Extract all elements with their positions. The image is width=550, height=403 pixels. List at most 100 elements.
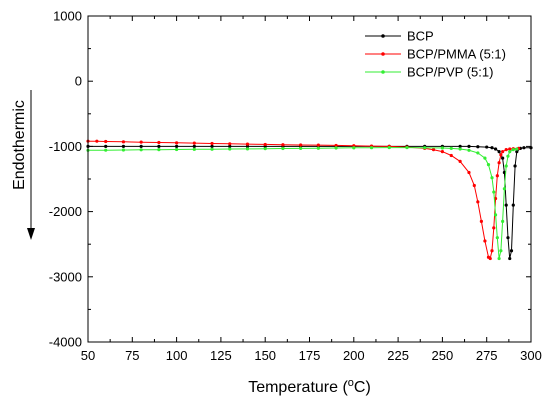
x-tick-labels: 50 75 100 125 150 175 200 225 250 275 300 bbox=[81, 348, 542, 363]
series-1-point bbox=[139, 140, 143, 144]
legend-label-1: BCP/PMMA (5:1) bbox=[407, 47, 506, 62]
series-0-point bbox=[104, 144, 108, 148]
series-1-point bbox=[501, 150, 505, 154]
series-2-point bbox=[352, 146, 356, 150]
x-axis-title-main: Temperature ( bbox=[248, 379, 348, 396]
series-1-point bbox=[495, 174, 499, 178]
x-tick-label: 250 bbox=[432, 348, 454, 363]
series-1-point bbox=[490, 249, 494, 253]
x-tick-label: 150 bbox=[254, 348, 276, 363]
series-2-point bbox=[405, 145, 409, 150]
series-0-point bbox=[490, 146, 494, 150]
series-0-point bbox=[157, 144, 161, 148]
series-1-point bbox=[476, 200, 480, 204]
series-2-point bbox=[483, 156, 487, 160]
series-2-point bbox=[316, 146, 320, 150]
series-1-point bbox=[228, 142, 232, 146]
series-2-point bbox=[511, 148, 515, 152]
series-0-point bbox=[485, 145, 489, 149]
series-1-point bbox=[334, 143, 338, 148]
series-1-point bbox=[440, 150, 444, 154]
series-0-point bbox=[228, 144, 232, 148]
series-0-point bbox=[504, 203, 508, 207]
series-2-point bbox=[334, 146, 338, 150]
x-tick-label: 300 bbox=[520, 348, 542, 363]
series-1-point bbox=[472, 183, 476, 188]
series-1-point bbox=[499, 153, 503, 157]
x-tick-label: 50 bbox=[81, 348, 95, 363]
legend-marker-0 bbox=[381, 34, 385, 38]
series-1-point bbox=[449, 153, 453, 158]
series-2-point bbox=[121, 148, 126, 152]
series-2-point bbox=[504, 164, 508, 168]
series-0-point bbox=[493, 147, 498, 151]
series-0-point bbox=[175, 144, 179, 148]
series-0-point bbox=[476, 145, 480, 149]
series-line-0 bbox=[88, 145, 531, 259]
series-2-point bbox=[263, 147, 267, 151]
series-1-point bbox=[192, 141, 196, 145]
series-1-point bbox=[95, 139, 99, 143]
y-axis-title: Endothermic bbox=[11, 100, 28, 190]
x-tick-label: 175 bbox=[299, 348, 321, 363]
x-tick-label: 200 bbox=[343, 348, 365, 363]
series-1-point bbox=[157, 140, 161, 145]
series-2-point bbox=[515, 147, 519, 151]
x-axis-title: Temperature (oC) bbox=[248, 377, 371, 396]
series-0-point bbox=[515, 150, 519, 154]
series-1-point bbox=[121, 140, 126, 144]
series-2-point bbox=[490, 176, 494, 180]
arrow-head bbox=[27, 228, 35, 240]
series-2-point bbox=[502, 187, 507, 191]
series-0-point bbox=[467, 144, 471, 148]
series-2-point bbox=[423, 146, 427, 150]
legend-marker-1 bbox=[381, 52, 385, 56]
series-2-point bbox=[192, 147, 196, 151]
series-0-point bbox=[511, 203, 515, 207]
series-0-point bbox=[139, 144, 143, 148]
series-1-point bbox=[104, 139, 108, 144]
series-1-point bbox=[299, 143, 303, 147]
series-0-point bbox=[501, 156, 505, 160]
series-2-point bbox=[501, 219, 505, 223]
series-1-point bbox=[479, 219, 483, 223]
y-tick-labels: -4000 -3000 -2000 -1000 0 1000 bbox=[49, 9, 82, 350]
series-line-2 bbox=[87, 147, 517, 259]
series-0-point bbox=[497, 150, 501, 154]
series-2-point bbox=[449, 146, 453, 150]
y-tick-label: -3000 bbox=[49, 269, 82, 284]
series-2-point bbox=[508, 150, 512, 154]
x-tick-label: 100 bbox=[166, 348, 188, 363]
x-tick-label: 75 bbox=[125, 348, 139, 363]
down-arrow-icon bbox=[27, 90, 35, 240]
series-1-point bbox=[431, 148, 436, 152]
series-0-point bbox=[210, 144, 214, 148]
series-1-point bbox=[497, 161, 501, 165]
x-tick-label: 275 bbox=[476, 348, 498, 363]
series-2-point bbox=[499, 249, 503, 253]
series-lines bbox=[86, 139, 533, 261]
series-1-point bbox=[458, 159, 462, 163]
y-tick-label: 0 bbox=[75, 74, 82, 89]
series-0-point bbox=[513, 164, 517, 168]
series-1-point bbox=[508, 147, 512, 151]
legend: BCP BCP/PMMA (5:1) BCP/PVP (5:1) bbox=[365, 29, 506, 80]
series-0-point bbox=[522, 146, 526, 150]
legend-marker-2 bbox=[381, 70, 385, 74]
series-1-point bbox=[467, 170, 471, 175]
series-1-point bbox=[245, 142, 250, 146]
series-2-point bbox=[175, 147, 179, 152]
series-1-point bbox=[263, 142, 267, 147]
x-tick-label: 225 bbox=[387, 348, 409, 363]
series-2-point bbox=[281, 146, 285, 151]
series-2-point bbox=[139, 148, 143, 152]
series-2-point bbox=[486, 163, 491, 167]
y-tick-label: -1000 bbox=[49, 139, 82, 154]
series-2-point bbox=[210, 147, 214, 151]
series-0-point bbox=[245, 144, 250, 148]
series-0-point bbox=[121, 144, 126, 148]
series-1-point bbox=[175, 141, 179, 145]
series-2-point bbox=[299, 146, 303, 150]
x-tick-label: 125 bbox=[210, 348, 232, 363]
